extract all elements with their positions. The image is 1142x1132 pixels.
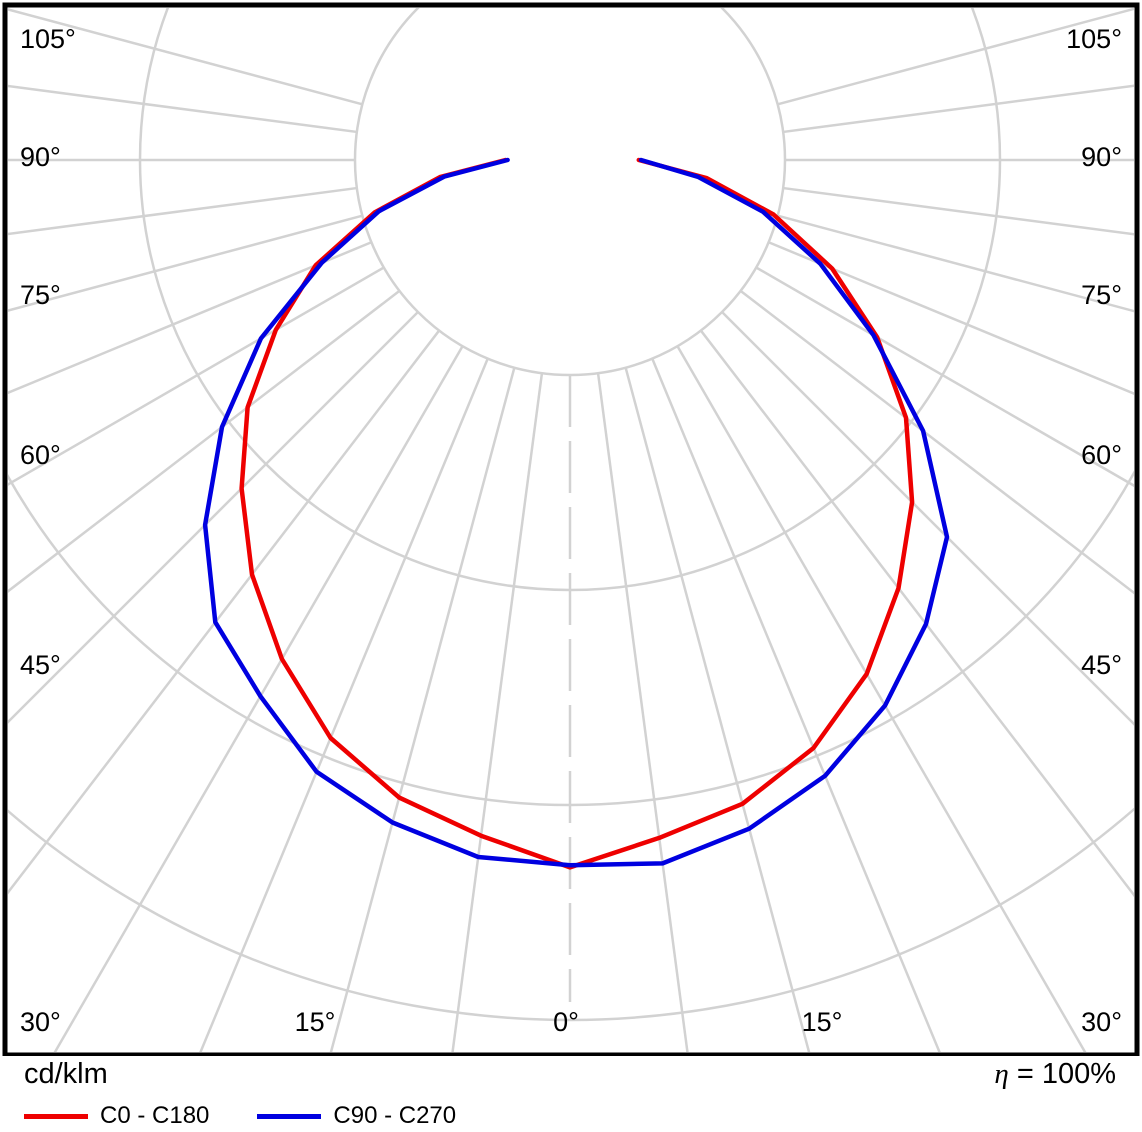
angle-label: 60°: [1081, 440, 1122, 470]
angle-label: 105°: [1066, 24, 1122, 54]
angle-label: 90°: [1081, 142, 1122, 172]
grid-spoke: [596, 372, 689, 1052]
efficiency-label: η = 100%: [994, 1058, 1116, 1090]
curve-C90-C270: [202, 157, 950, 868]
grid-spoke: [451, 372, 544, 1052]
grid-spoke: [721, 311, 1134, 726]
legend-line-c90-c270: [257, 1113, 322, 1119]
angle-label: 0°: [553, 1007, 579, 1037]
grid-spoke: [8, 311, 419, 724]
series-label-c0-c180: C0 - C180: [100, 1102, 210, 1129]
grid-spoke: [624, 367, 811, 1052]
grid-spoke: [777, 8, 1134, 106]
intensity-curves: [202, 157, 950, 870]
grid-spoke: [329, 367, 516, 1052]
grid-spoke: [777, 214, 1134, 313]
grid-spoke: [199, 358, 489, 1052]
angle-label: 60°: [20, 440, 61, 470]
grid-spoke: [53, 345, 464, 1052]
grid-spoke: [768, 241, 1134, 395]
polar-grid: [8, 8, 1134, 1052]
angle-label: 15°: [802, 1007, 843, 1037]
grid-spoke: [739, 289, 1134, 595]
grid-spoke: [8, 266, 385, 486]
unit-label: cd/klm: [24, 1058, 108, 1090]
curve-C0-C180: [239, 157, 915, 870]
legend-series-row: C0 - C180 C90 - C270: [24, 1102, 456, 1130]
grid-spoke: [651, 358, 941, 1052]
plot-border: [2, 2, 1140, 1058]
grid-spoke: [782, 186, 1134, 236]
angle-label: 15°: [295, 1007, 336, 1037]
grid-spoke: [699, 329, 1134, 898]
angle-labels: 105° 105° 90° 90° 75° 75° 60° 60° 45° 45° 30° 15° 0°…: [20, 24, 1122, 1037]
angle-label: 30°: [20, 1007, 61, 1037]
grid-spoke: [676, 345, 1087, 1052]
angle-label: 75°: [1081, 280, 1122, 310]
angle-label: 30°: [1081, 1007, 1122, 1037]
grid-spoke: [755, 266, 1134, 488]
series-label-c90-c270: C90 - C270: [333, 1102, 457, 1129]
angle-label: 90°: [20, 142, 61, 172]
grid-spoke: [8, 84, 358, 134]
angle-label: 45°: [20, 650, 61, 680]
polar-intensity-diagram: 105° 105° 90° 90° 75° 75° 60° 60° 45° 45° 30° 15° 0°…: [2, 2, 1140, 1058]
grid-spoke: [8, 8, 363, 106]
legend-line-c0-c180: [24, 1113, 88, 1119]
grid-spoke: [8, 289, 401, 593]
angle-label: 75°: [20, 280, 61, 310]
grid-ring: [138, 8, 1002, 592]
grid-spoke: [8, 214, 363, 312]
legend: cd/klm η = 100% C0 - C180 C90 - C270: [0, 1056, 1142, 1132]
grid-ring: [8, 807, 1134, 1021]
grid-spoke: [8, 186, 358, 236]
angle-label: 45°: [1081, 650, 1122, 680]
grid-spoke: [782, 84, 1134, 134]
eta-symbol: η: [994, 1058, 1009, 1090]
grid-spoke: [8, 329, 441, 895]
grid-spoke: [8, 241, 372, 395]
angle-label: 105°: [20, 24, 76, 54]
